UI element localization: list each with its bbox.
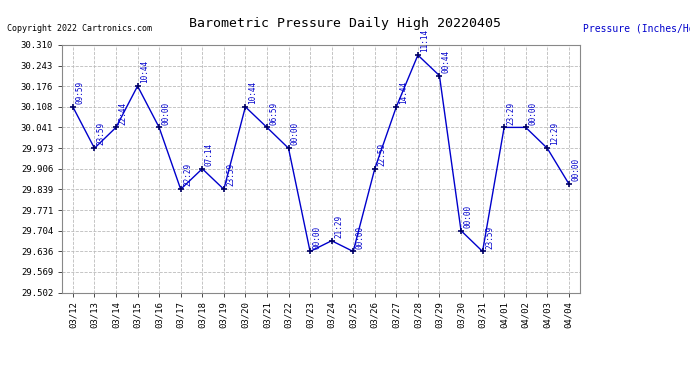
Text: 22:29: 22:29 bbox=[183, 164, 192, 186]
Text: 00:00: 00:00 bbox=[464, 205, 473, 228]
Text: 23:59: 23:59 bbox=[226, 164, 235, 186]
Text: 09:59: 09:59 bbox=[75, 81, 84, 104]
Text: 06:59: 06:59 bbox=[269, 102, 278, 124]
Text: 00:00: 00:00 bbox=[528, 102, 537, 124]
Text: 23:29: 23:29 bbox=[506, 102, 515, 124]
Text: 12:29: 12:29 bbox=[550, 122, 559, 146]
Text: Barometric Pressure Daily High 20220405: Barometric Pressure Daily High 20220405 bbox=[189, 17, 501, 30]
Text: 00:00: 00:00 bbox=[161, 102, 170, 124]
Text: Copyright 2022 Cartronics.com: Copyright 2022 Cartronics.com bbox=[7, 24, 152, 33]
Text: 23:59: 23:59 bbox=[97, 122, 106, 146]
Text: 23:59: 23:59 bbox=[485, 225, 494, 249]
Text: 00:00: 00:00 bbox=[571, 158, 580, 181]
Text: 00:44: 00:44 bbox=[442, 50, 451, 73]
Text: 22:44: 22:44 bbox=[119, 102, 128, 124]
Text: 07:14: 07:14 bbox=[205, 143, 214, 166]
Text: 00:00: 00:00 bbox=[355, 225, 364, 249]
Text: 00:00: 00:00 bbox=[313, 225, 322, 249]
Text: Pressure (Inches/Hg): Pressure (Inches/Hg) bbox=[583, 24, 690, 34]
Text: 10:44: 10:44 bbox=[140, 60, 149, 83]
Text: 11:14: 11:14 bbox=[420, 29, 429, 52]
Text: 22:59: 22:59 bbox=[377, 143, 386, 166]
Text: 10:44: 10:44 bbox=[248, 81, 257, 104]
Text: 00:00: 00:00 bbox=[291, 122, 300, 146]
Text: 21:29: 21:29 bbox=[334, 215, 343, 238]
Text: 14:44: 14:44 bbox=[399, 81, 408, 104]
